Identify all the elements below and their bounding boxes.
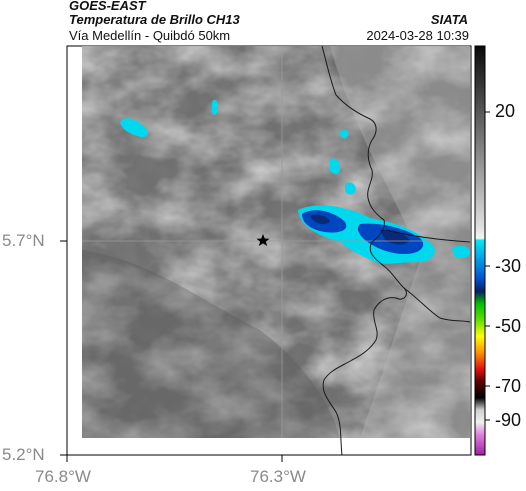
border-line-branch	[385, 229, 471, 243]
border-line-east	[403, 287, 471, 323]
border-line-main	[321, 45, 407, 456]
colorbar	[474, 45, 490, 456]
org-label: SIATA	[430, 12, 468, 27]
map-title: Temperatura de Brillo CH13	[69, 12, 240, 27]
star-marker-icon	[256, 234, 270, 246]
colorbar-label: -30	[495, 256, 522, 276]
colorbar-label: 20	[495, 101, 516, 121]
lon-label: 76.3°W	[250, 467, 306, 486]
lat-label: 5.2°N	[2, 445, 45, 464]
colorbar-label: -90	[495, 410, 522, 430]
region-subtitle: Vía Medellín - Quibdó 50km	[69, 28, 231, 43]
lon-label: 76.8°W	[35, 467, 91, 486]
product-name: GOES-EAST	[69, 0, 146, 13]
lat-label: 5.7°N	[2, 231, 45, 250]
timestamp: 2024-03-28 10:39	[366, 28, 469, 43]
colorbar-label: -70	[495, 376, 522, 396]
colorbar-label: -50	[495, 316, 522, 336]
